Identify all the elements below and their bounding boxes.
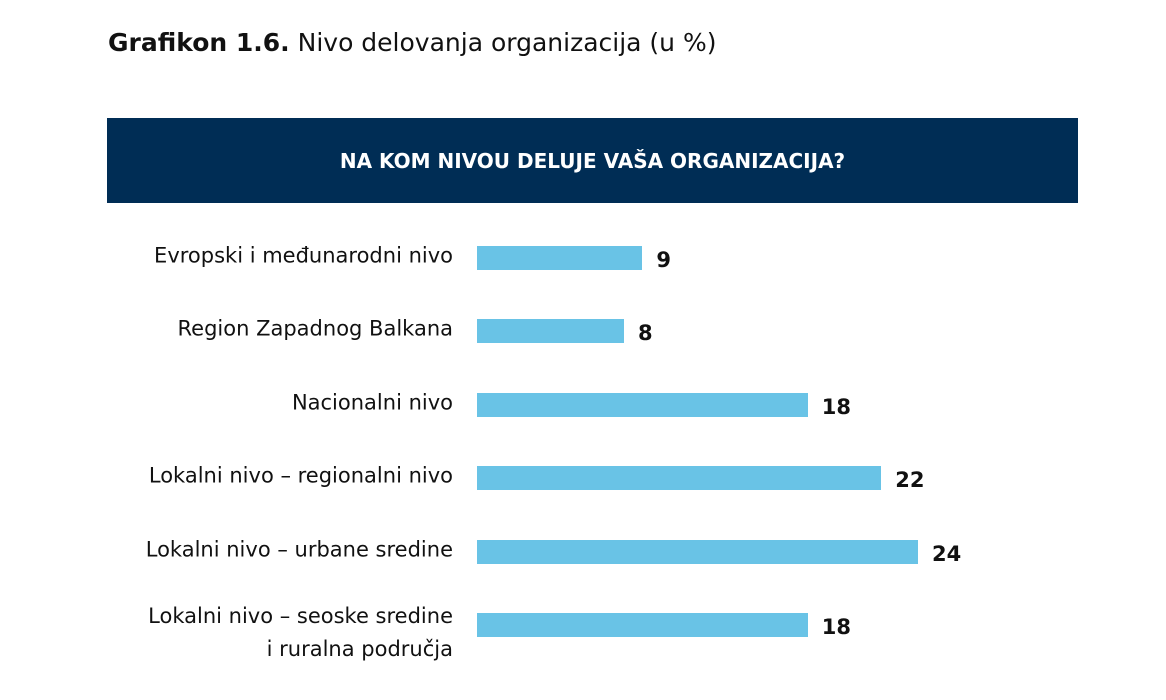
bar bbox=[477, 319, 624, 344]
value-label: 9 bbox=[656, 248, 671, 272]
value-label: 18 bbox=[821, 615, 851, 639]
value-label: 18 bbox=[821, 394, 851, 419]
category-label: Nacionalni nivo bbox=[291, 390, 453, 415]
title-prefix: Grafikon 1.6. bbox=[108, 28, 290, 57]
bar bbox=[477, 246, 643, 270]
chart-subtitle: NA KOM NIVOU DELUJE VAŠA ORGANIZACIJA? bbox=[107, 118, 1078, 203]
bar bbox=[477, 466, 882, 491]
category-label: Lokalni nivo – regionalni nivo bbox=[148, 463, 453, 488]
category-label: Lokalni nivo – seoske sredine i ruralna … bbox=[148, 604, 453, 661]
category-label: Region Zapadnog Balkana bbox=[177, 316, 453, 341]
bar bbox=[477, 613, 808, 637]
value-label: 22 bbox=[895, 468, 925, 493]
bar bbox=[477, 392, 808, 417]
value-label: 24 bbox=[932, 541, 962, 566]
category-label: Lokalni nivo – urbane sredine bbox=[145, 537, 453, 562]
chart-title: Grafikon 1.6. Nivo delovanja organizacij… bbox=[108, 28, 717, 57]
bar bbox=[477, 539, 918, 564]
category-label: Evropski i međunarodni nivo bbox=[154, 243, 453, 268]
title-text: Nivo delovanja organizacija (u %) bbox=[297, 28, 717, 57]
value-label: 8 bbox=[638, 321, 653, 346]
